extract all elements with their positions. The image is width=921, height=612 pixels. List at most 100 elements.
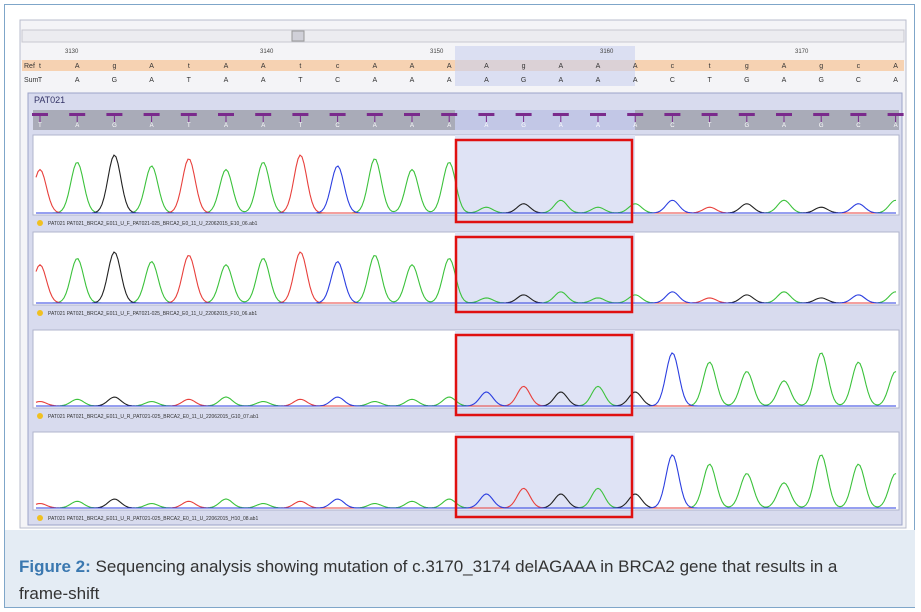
ref-base: A <box>893 63 898 70</box>
sum-base: A <box>372 77 377 84</box>
header-tick <box>143 113 160 116</box>
header-tick <box>329 113 346 116</box>
scrollbar <box>21 29 905 43</box>
header-base: A <box>75 123 79 129</box>
time-label: 3150 <box>430 49 444 55</box>
caption-box: Figure 2: Sequencing analysis showing mu… <box>5 530 915 607</box>
ref-base: g <box>112 63 116 70</box>
header-tick <box>69 113 86 116</box>
header-base: C <box>335 123 340 129</box>
sum-base: A <box>782 77 787 84</box>
header-base: G <box>744 123 749 129</box>
header-base: A <box>596 123 600 129</box>
ref-base: A <box>596 63 601 70</box>
time-label: 3170 <box>795 49 809 55</box>
sum-label: Sum <box>24 77 39 84</box>
ref-base: A <box>410 63 415 70</box>
track-highlight <box>455 232 635 305</box>
header-tick <box>590 113 606 116</box>
track-highlight <box>455 135 635 215</box>
header-base: C <box>856 123 861 129</box>
sum-base: T <box>298 77 303 84</box>
sum-base: A <box>596 77 601 84</box>
file-icon <box>37 310 43 316</box>
header-tick <box>664 113 681 116</box>
header-tick <box>776 113 792 116</box>
ref-base: t <box>39 63 41 70</box>
ref-base: A <box>75 63 80 70</box>
sum-base: G <box>112 77 117 84</box>
highlight-top <box>455 46 635 86</box>
header-base: A <box>559 123 563 129</box>
trace <box>36 260 896 304</box>
sum-base: A <box>633 77 638 84</box>
caption: Figure 2: Sequencing analysis showing mu… <box>19 553 879 607</box>
header-base: A <box>224 123 228 129</box>
ref-base: g <box>522 63 526 70</box>
header-base: A <box>150 123 154 129</box>
mutation-box <box>454 138 634 224</box>
header-base: T <box>708 123 712 129</box>
sum-base: T <box>707 77 712 84</box>
file-icon <box>37 220 43 226</box>
header-base: G <box>521 123 526 129</box>
header-tick <box>627 113 644 116</box>
header-base: A <box>484 123 488 129</box>
track-file: PAT021 PAT021_BRCA2_E011_U_F_PAT021-025_… <box>48 311 257 317</box>
caption-text: Sequencing analysis showing mutation of … <box>19 557 838 603</box>
sum-base: G <box>818 77 823 84</box>
sum-base: A <box>410 77 415 84</box>
time-label: 3130 <box>65 49 79 55</box>
trace <box>36 352 896 407</box>
header-base: A <box>633 123 637 129</box>
header-base: A <box>261 123 265 129</box>
track-file: PAT021 PAT021_BRCA2_E011_U_R_PAT021-025_… <box>48 516 258 522</box>
header-tick <box>32 113 48 116</box>
header-base: A <box>447 123 451 129</box>
header-base: A <box>782 123 786 129</box>
header-tick <box>255 113 272 116</box>
header-tick <box>813 113 830 116</box>
caption-label: Figure 2: <box>19 557 91 576</box>
sum-base: A <box>484 77 489 84</box>
mutation-box <box>454 333 634 417</box>
ref-base: g <box>745 63 749 70</box>
ref-base: A <box>484 63 489 70</box>
header-tick <box>218 113 234 116</box>
header-base: G <box>112 123 117 129</box>
sum-base: T <box>38 77 43 84</box>
header-base: G <box>819 123 824 129</box>
sum-base: A <box>75 77 80 84</box>
header-tick <box>292 113 309 116</box>
sum-base: A <box>261 77 266 84</box>
header-base: T <box>299 123 303 129</box>
sum-base: G <box>521 77 526 84</box>
header-base: A <box>373 123 377 129</box>
sum-base: G <box>744 77 749 84</box>
trace <box>36 165 896 214</box>
mutation-box <box>454 435 634 519</box>
ref-base: c <box>336 63 340 70</box>
header-tick <box>180 113 197 116</box>
sum-base: A <box>558 77 563 84</box>
mutation-box <box>454 235 634 314</box>
panel-label: PAT021 <box>34 95 65 105</box>
sum-base: A <box>893 77 898 84</box>
header-tick <box>106 113 123 116</box>
ref-base: t <box>709 63 711 70</box>
ref-base: A <box>447 63 452 70</box>
header-base: C <box>670 123 675 129</box>
sum-base: A <box>447 77 452 84</box>
ref-base: A <box>261 63 266 70</box>
header-base: A <box>894 123 898 129</box>
ref-base: t <box>188 63 190 70</box>
sum-base: A <box>149 77 154 84</box>
track-highlight <box>455 330 635 408</box>
header-tick <box>738 113 755 116</box>
header-tick <box>850 113 867 116</box>
header-tick <box>366 113 383 116</box>
header-tick <box>552 113 569 116</box>
file-icon <box>37 515 43 521</box>
ref-base: A <box>372 63 377 70</box>
